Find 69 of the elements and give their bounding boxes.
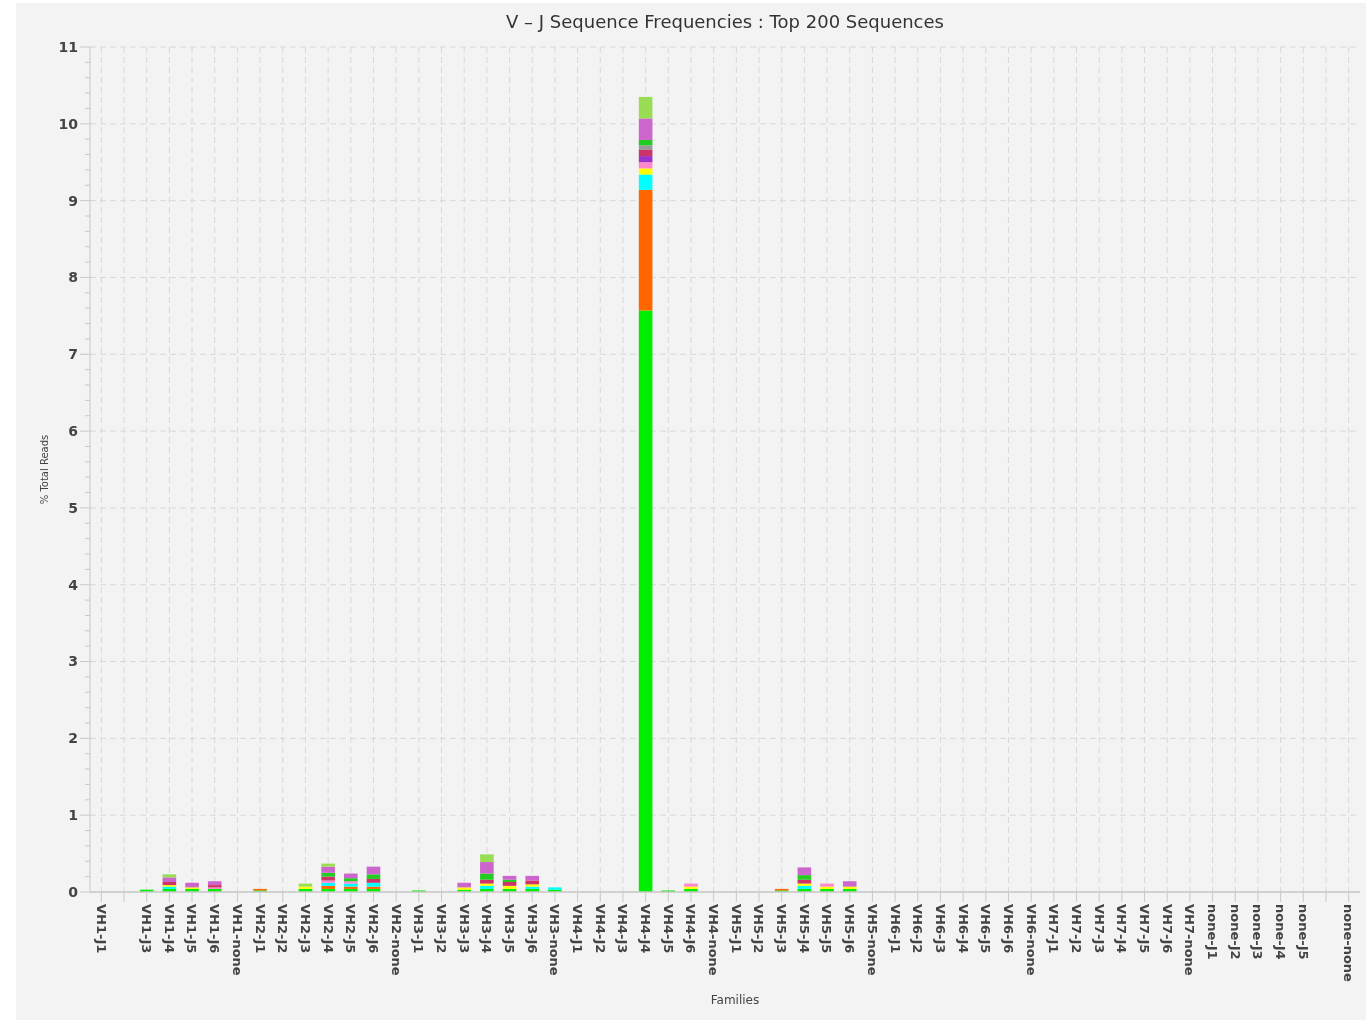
x-tick-label: none-none: [1341, 904, 1357, 983]
x-tick-label: VH2-J6: [365, 904, 381, 954]
x-tick-label: VH6-J6: [1000, 904, 1016, 954]
x-tick-label: VH7-none: [1182, 904, 1198, 976]
y-tick-label: 1: [68, 807, 78, 824]
x-tick-label: VH5-J2: [751, 904, 767, 954]
x-tick-label: VH7-J4: [1114, 904, 1130, 954]
x-tick-label: VH2-J1: [252, 904, 268, 954]
x-tick-label: VH1-J5: [184, 904, 200, 954]
x-tick-label: none-J3: [1250, 904, 1266, 960]
x-tick-label: VH7-J3: [1091, 904, 1107, 954]
x-tick-label: VH5-J5: [819, 904, 835, 954]
x-tick-label: VH7-J5: [1137, 904, 1152, 954]
x-tick-label: VH3-none: [547, 904, 563, 976]
x-tick-label: VH6-J2: [910, 904, 926, 954]
x-tick-label: VH3-J5: [502, 904, 517, 954]
chart-title: V – J Sequence Frequencies : Top 200 Sequences: [506, 11, 944, 32]
x-tick-label: VH3-J3: [456, 904, 472, 954]
x-tick-label: VH3-J2: [433, 904, 449, 954]
x-tick-label: VH5-J1: [728, 904, 744, 954]
x-tick-label: VH1-none: [229, 904, 245, 976]
y-tick-label: 11: [58, 38, 78, 55]
x-tick-label: VH4-J5: [660, 904, 676, 954]
x-tick-label: VH3-J4: [479, 904, 495, 954]
x-tick-label: VH5-J4: [796, 904, 812, 954]
y-tick-label: 4: [68, 576, 79, 593]
x-tick-label: VH2-none: [388, 904, 404, 976]
x-tick-label: VH6-J5: [978, 904, 994, 954]
x-tick-label: VH1-J1: [93, 904, 109, 954]
x-tick-label: VH6-J1: [887, 904, 903, 954]
x-tick-label: VH5-J6: [842, 904, 858, 954]
x-tick-label: VH2-J3: [297, 904, 313, 954]
x-tick-label: VH4-none: [706, 904, 722, 976]
x-tick-label: VH2-J5: [343, 904, 359, 954]
y-tick-label: 6: [68, 422, 78, 439]
y-tick-label: 8: [68, 269, 78, 286]
x-tick-label: VH6-J3: [932, 904, 948, 954]
x-tick-label: VH2-J2: [275, 904, 291, 954]
y-tick-label: 7: [68, 346, 78, 363]
x-tick-label: VH2-J4: [320, 904, 336, 954]
x-tick-label: VH5-none: [864, 904, 880, 976]
x-tick-label: VH7-J2: [1068, 904, 1084, 954]
x-tick-label: VH4-J2: [592, 904, 608, 954]
x-tick-label: VH4-J3: [615, 904, 631, 954]
y-tick-label: 0: [68, 883, 79, 900]
x-tick-label: none-J2: [1227, 904, 1243, 960]
x-tick-label: VH3-J6: [524, 904, 540, 954]
x-tick-label: VH4-J1: [570, 904, 586, 954]
x-tick-label: VH6-none: [1023, 904, 1039, 976]
y-tick-label: 10: [58, 115, 79, 132]
y-axis-title: % Total Reads: [39, 434, 50, 505]
y-tick-label: 5: [68, 499, 78, 516]
x-tick-label: VH5-J3: [774, 904, 790, 954]
x-tick-label: VH7-J6: [1159, 904, 1175, 954]
x-tick-label: none-J4: [1273, 904, 1289, 960]
x-tick-label: VH1-J4: [161, 904, 177, 954]
x-tick-label: none-J1: [1205, 904, 1221, 960]
x-tick-label: VH6-J4: [955, 904, 971, 954]
x-tick-label: VH3-J1: [411, 904, 427, 954]
x-tick-label: VH4-J6: [683, 904, 699, 954]
x-tick-label: VH1-J6: [207, 904, 223, 954]
y-tick-label: 2: [68, 730, 78, 747]
x-tick-label: VH7-J1: [1046, 904, 1062, 954]
y-tick-label: 9: [68, 192, 78, 209]
x-tick-label: VH1-J3: [139, 904, 155, 954]
y-tick-label: 3: [68, 653, 78, 670]
x-tick-label: none-J5: [1295, 904, 1311, 960]
x-tick-label: VH4-J4: [638, 904, 654, 954]
x-axis-title: Families: [710, 993, 760, 1007]
